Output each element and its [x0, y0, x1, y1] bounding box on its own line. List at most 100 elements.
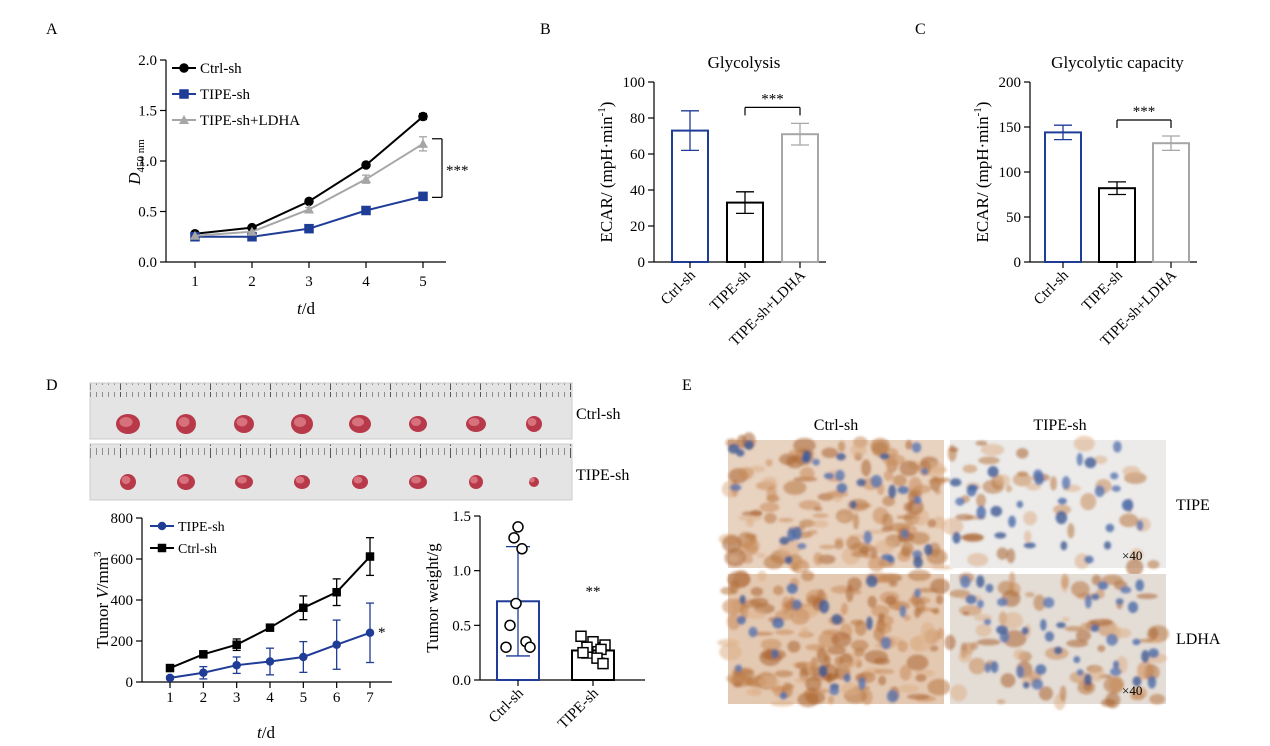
x-tick-label: 3 — [305, 274, 313, 290]
y-tick-label: 400 — [111, 593, 134, 609]
stain — [760, 638, 782, 651]
stain — [1147, 559, 1160, 569]
nucleus — [1105, 523, 1115, 533]
data-point — [361, 205, 371, 216]
stain — [757, 676, 781, 688]
stain — [1050, 476, 1057, 491]
stain — [787, 640, 801, 653]
data-point — [512, 521, 524, 533]
stain — [737, 467, 754, 480]
bar — [671, 129, 709, 263]
stain — [793, 437, 816, 454]
stain — [1073, 435, 1095, 452]
stain — [1012, 472, 1032, 487]
stain — [944, 634, 956, 651]
nucleus — [787, 527, 796, 542]
nucleus — [836, 453, 846, 461]
stain — [1109, 676, 1124, 694]
stain — [1009, 571, 1016, 587]
x-tick-label: 2 — [200, 690, 208, 706]
stain — [1122, 465, 1141, 478]
stain — [975, 440, 988, 446]
stain — [764, 512, 777, 524]
nucleus — [976, 505, 987, 520]
significance-label: ** — [586, 584, 601, 600]
nucleus — [1091, 593, 1100, 601]
stain — [744, 533, 757, 539]
legend-label: Ctrl-sh — [178, 542, 217, 557]
nucleus — [1103, 541, 1112, 550]
stain — [1060, 573, 1070, 589]
chart-d-tumor-volume: 0 200 400 600 800 1 2 3 4 5 6 7 t/d Tumor V/mm3 TIPE-s… — [92, 511, 392, 742]
bar — [1044, 131, 1082, 263]
data-point — [265, 657, 275, 666]
nucleus — [1115, 598, 1124, 605]
ihc-row-label-ldha: LDHA — [1176, 631, 1221, 648]
significance-label: * — [378, 625, 386, 641]
stain — [1002, 611, 1024, 630]
tumor-highlight — [468, 418, 480, 426]
stain — [894, 601, 901, 611]
nucleus — [1113, 440, 1122, 453]
nucleus — [1136, 520, 1144, 531]
nucleus — [994, 532, 1007, 539]
stain — [837, 441, 846, 452]
stain — [861, 459, 872, 477]
stain — [850, 619, 864, 626]
stain — [1149, 627, 1159, 640]
stain — [927, 518, 937, 528]
stain — [903, 614, 911, 621]
nucleus — [1061, 476, 1071, 490]
ihc-image-ctrl-tipe — [718, 432, 954, 575]
y-tick-label: 1.0 — [138, 154, 157, 170]
stain — [750, 587, 764, 597]
nucleus — [870, 474, 883, 488]
stain — [1101, 574, 1123, 586]
nucleus — [1022, 681, 1030, 689]
stain — [791, 559, 810, 575]
nucleus — [736, 615, 746, 625]
stain — [801, 570, 815, 582]
stain — [851, 639, 869, 652]
x-tick-label: 4 — [266, 690, 274, 706]
stain — [859, 546, 870, 555]
stain — [885, 595, 897, 606]
nucleus — [1112, 660, 1120, 669]
data-point — [165, 673, 175, 683]
stain — [909, 634, 934, 652]
stain — [749, 465, 766, 473]
nucleus — [1148, 648, 1159, 658]
chart-title: Glycolysis — [708, 53, 781, 72]
y-tick-label: 0 — [1014, 255, 1022, 271]
nucleus — [779, 536, 790, 546]
series-tipe-sh-ldha: TIPE-sh+LDHA — [172, 113, 428, 240]
y-tick-label: 200 — [111, 634, 134, 650]
ihc-image-ctrl-ldha — [717, 569, 951, 708]
stain — [900, 546, 911, 557]
stain — [766, 485, 777, 501]
stain — [930, 477, 952, 483]
chart-c-glycolytic-capacity: 0 50 100 150 200 Glycolytic capacity ECAR/ (mp… — [972, 53, 1197, 350]
stain — [878, 675, 887, 686]
ihc-col-label-tipe: TIPE-sh — [1033, 417, 1086, 434]
series-ctrl-sh: Ctrl-sh — [150, 537, 375, 673]
nucleus — [812, 458, 820, 466]
stain — [899, 460, 919, 477]
nucleus — [1084, 594, 1092, 609]
x-tick-label: 2 — [248, 274, 256, 290]
data-point — [418, 191, 428, 202]
x-tick-label: TIPE-sh — [555, 685, 602, 732]
stain — [968, 657, 987, 675]
bar — [1152, 142, 1190, 263]
stain — [1005, 484, 1013, 493]
stain — [757, 570, 767, 582]
stain — [727, 613, 741, 630]
stain — [1016, 471, 1029, 477]
panel-letter-e: E — [682, 377, 692, 394]
nucleus — [1008, 515, 1016, 528]
nucleus — [1111, 485, 1121, 492]
y-tick-label: 600 — [111, 552, 134, 568]
y-tick-label: 0 — [126, 675, 134, 691]
data-point — [190, 230, 200, 240]
nucleus — [880, 636, 892, 650]
